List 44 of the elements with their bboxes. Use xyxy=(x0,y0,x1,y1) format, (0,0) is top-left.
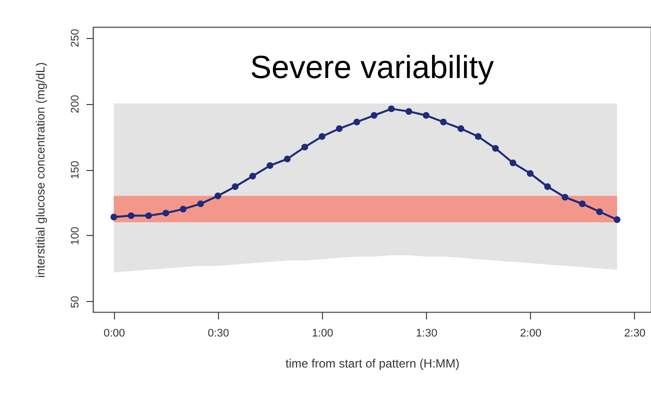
point xyxy=(526,170,534,177)
point xyxy=(353,118,360,126)
point xyxy=(336,125,343,132)
point xyxy=(318,133,326,140)
y-axis-title: interstitial glucose concentration (mg/dL) xyxy=(34,62,48,278)
x-tick-label: 2:30 xyxy=(624,328,646,340)
point xyxy=(162,210,170,216)
point xyxy=(544,183,551,190)
y-tick-label: 100 xyxy=(70,226,82,246)
point xyxy=(301,144,308,150)
text: Severe variability xyxy=(250,49,494,85)
x-tick-label: 0:30 xyxy=(208,328,230,340)
point xyxy=(197,200,204,208)
point xyxy=(458,125,464,132)
x-tick-label: 0:00 xyxy=(104,328,126,340)
point xyxy=(492,145,499,152)
x-tick-label: 2:00 xyxy=(520,328,542,340)
point xyxy=(406,108,412,115)
point xyxy=(474,133,482,140)
point xyxy=(422,112,430,119)
point xyxy=(284,156,291,162)
point xyxy=(145,212,152,220)
y-tick-label: 50 xyxy=(70,296,82,308)
y-tick-label: 150 xyxy=(70,160,82,180)
point xyxy=(110,214,118,220)
point xyxy=(214,192,222,200)
point xyxy=(388,105,395,112)
point xyxy=(614,216,620,223)
point xyxy=(510,160,516,166)
y-tick-label: 250 xyxy=(70,28,82,48)
point xyxy=(128,212,134,220)
x-axis-title: time from start of pattern (H:MM) xyxy=(285,356,460,370)
point xyxy=(370,112,378,119)
point xyxy=(596,208,603,216)
point xyxy=(562,194,568,201)
point xyxy=(249,172,256,180)
y-tick-label: 200 xyxy=(70,94,82,114)
x-tick-label: 1:30 xyxy=(416,328,438,340)
x-tick-label: 1:00 xyxy=(312,328,334,340)
point xyxy=(578,200,586,208)
point xyxy=(266,162,274,169)
point xyxy=(232,183,239,190)
point xyxy=(440,118,447,126)
point xyxy=(180,206,187,212)
